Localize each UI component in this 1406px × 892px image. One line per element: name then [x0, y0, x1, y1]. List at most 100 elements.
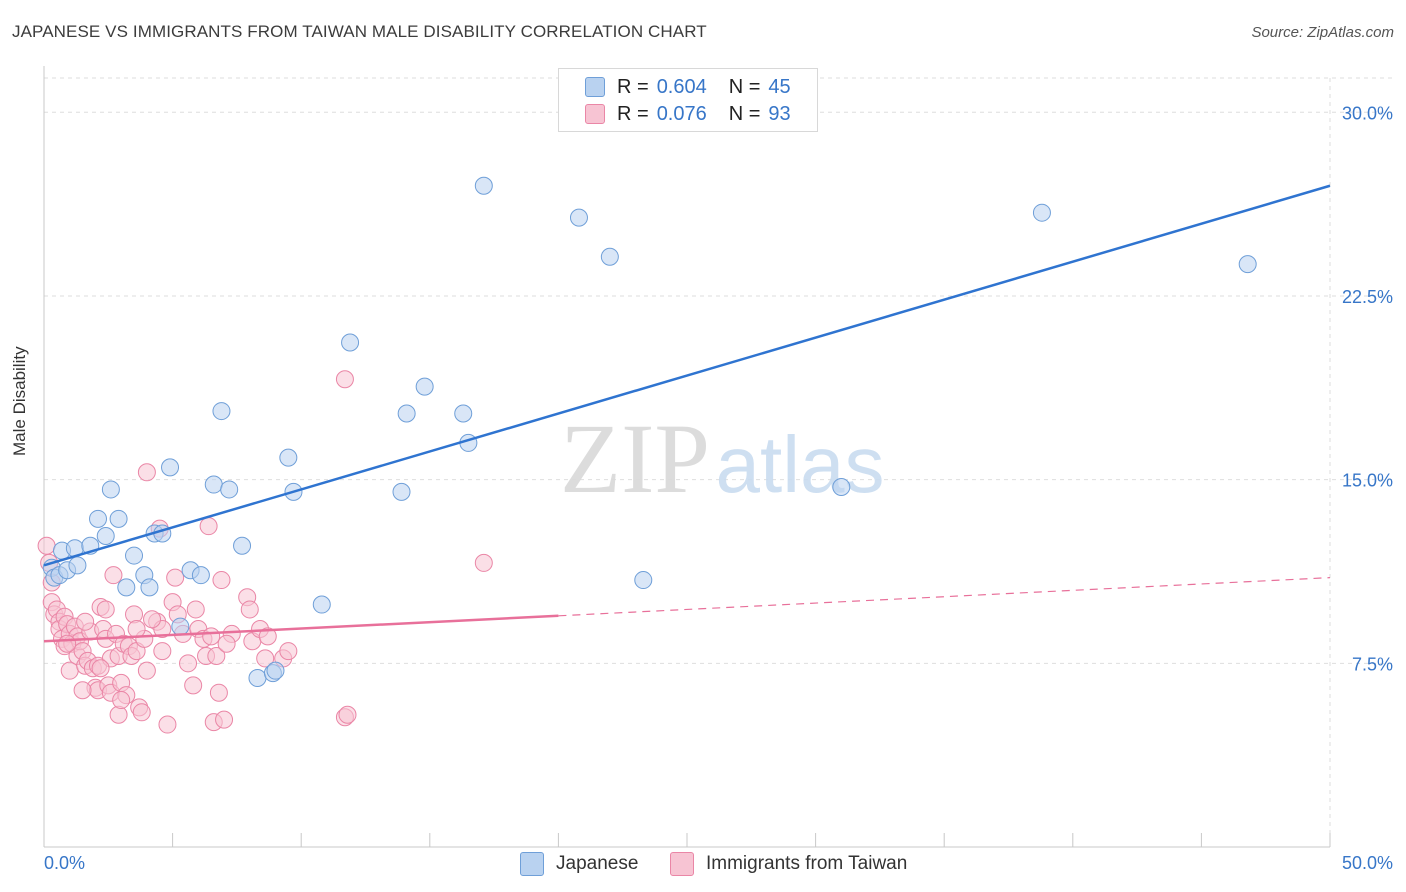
legend-n-label: N = — [728, 75, 761, 98]
taiwan-point — [158, 715, 177, 734]
japanese-point — [220, 480, 239, 499]
trend-line-taiwan — [43, 614, 559, 643]
japanese-point — [191, 566, 210, 585]
japanese-point — [279, 448, 298, 467]
taiwan-point — [186, 600, 205, 619]
legend-n-value: 93 — [768, 102, 791, 125]
legend-label-japanese: Japanese — [556, 853, 639, 874]
watermark: ZIP atlas — [560, 403, 884, 514]
japanese-point — [96, 526, 115, 545]
japanese-point — [125, 546, 144, 565]
x-tick-label: 0.0% — [44, 853, 85, 873]
x-tick-label: 50.0% — [1342, 853, 1393, 873]
taiwan-point — [37, 536, 56, 555]
taiwan-point — [125, 605, 144, 624]
taiwan-point — [184, 676, 203, 695]
japanese-point — [634, 571, 653, 590]
series-taiwan-points — [37, 370, 493, 734]
taiwan-point — [132, 703, 151, 722]
taiwan-point — [76, 612, 95, 631]
taiwan-point — [256, 649, 275, 668]
watermark-zip: ZIP — [560, 403, 710, 514]
taiwan-point — [207, 646, 226, 665]
legend-n-label: N = — [728, 102, 761, 125]
taiwan-point — [217, 634, 236, 653]
japanese-point — [101, 480, 120, 499]
correlation-legend: R = 0.604 N = 45 R = 0.076 N = 93 — [558, 68, 818, 132]
japanese-point — [68, 556, 87, 575]
taiwan-point — [112, 691, 131, 710]
trend-line-taiwan-dashed — [558, 577, 1331, 617]
taiwan-point — [279, 642, 298, 661]
y-tick-label: 30.0% — [1342, 103, 1393, 123]
taiwan-point — [91, 659, 110, 678]
legend-swatch-blue — [585, 77, 605, 97]
y-tick-label: 15.0% — [1342, 471, 1393, 491]
tick-labels: 7.5% 15.0% 22.5% 30.0% 0.0% 50.0% — [44, 103, 1393, 873]
japanese-point — [454, 404, 473, 423]
japanese-point — [341, 333, 360, 352]
japanese-point — [109, 509, 128, 528]
legend-swatch-pink — [585, 104, 605, 124]
legend-r-label: R = — [617, 75, 649, 98]
japanese-point — [204, 475, 223, 494]
japanese-point — [233, 536, 252, 555]
legend-label-taiwan: Immigrants from Taiwan — [706, 853, 908, 874]
legend-r-label: R = — [617, 102, 649, 125]
taiwan-point — [240, 600, 259, 619]
taiwan-point — [73, 681, 92, 700]
japanese-point — [832, 477, 851, 496]
legend-swatch-blue — [520, 852, 544, 876]
japanese-point — [312, 595, 331, 614]
japanese-point — [1032, 203, 1051, 222]
legend-n-value: 45 — [768, 75, 791, 98]
taiwan-point — [104, 566, 123, 585]
y-tick-label: 7.5% — [1352, 654, 1393, 674]
taiwan-point — [96, 600, 115, 619]
taiwan-point — [137, 661, 156, 680]
legend-row-taiwan: R = 0.076 N = 93 — [585, 102, 791, 126]
taiwan-point — [474, 553, 493, 572]
legend-swatch-pink — [670, 852, 694, 876]
taiwan-point — [153, 642, 172, 661]
series-japanese-points — [42, 176, 1257, 688]
taiwan-point — [143, 610, 162, 629]
japanese-point — [89, 509, 108, 528]
taiwan-point — [338, 705, 357, 724]
taiwan-point — [335, 370, 354, 389]
taiwan-point — [209, 683, 228, 702]
japanese-point — [212, 402, 231, 421]
legend-r-value: 0.076 — [656, 102, 707, 125]
trend-line-japanese — [43, 184, 1331, 567]
taiwan-point — [215, 710, 234, 729]
japanese-point — [392, 482, 411, 501]
japanese-point — [415, 377, 434, 396]
taiwan-point — [199, 517, 218, 536]
taiwan-point — [58, 634, 77, 653]
japanese-point — [600, 247, 619, 266]
japanese-point — [474, 176, 493, 195]
taiwan-point — [179, 654, 198, 673]
japanese-point — [397, 404, 416, 423]
japanese-point — [1238, 255, 1257, 274]
legend-row-japanese: R = 0.604 N = 45 — [585, 75, 791, 99]
japanese-point — [117, 578, 136, 597]
japanese-point — [140, 578, 159, 597]
taiwan-point — [137, 463, 156, 482]
taiwan-point — [127, 620, 146, 639]
watermark-atlas: atlas — [716, 420, 885, 509]
y-tick-label: 22.5% — [1342, 287, 1393, 307]
legend-r-value: 0.604 — [656, 75, 707, 98]
taiwan-point — [109, 705, 128, 724]
gridlines — [44, 77, 1392, 847]
series-legend: Japanese Immigrants from Taiwan — [0, 852, 1406, 876]
japanese-point — [266, 661, 285, 680]
japanese-point — [248, 669, 267, 688]
japanese-point — [161, 458, 180, 477]
legend-item-japanese: Japanese — [520, 852, 638, 876]
japanese-point — [171, 617, 190, 636]
y-axis-label: Male Disability — [10, 346, 29, 456]
taiwan-point — [258, 627, 277, 646]
taiwan-point — [212, 571, 231, 590]
